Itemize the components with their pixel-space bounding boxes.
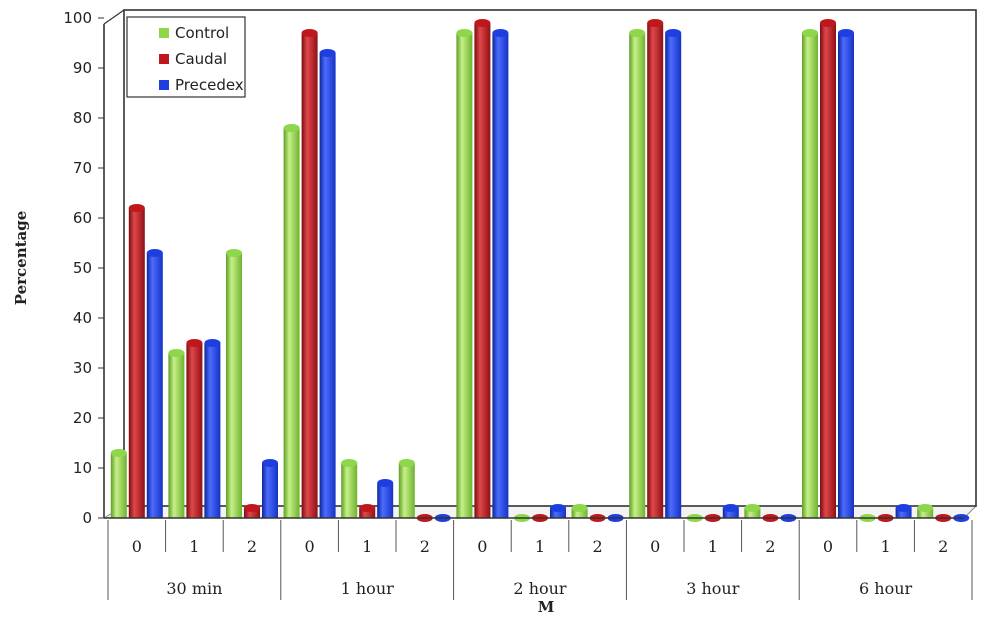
bar-control xyxy=(744,504,761,518)
bar-control xyxy=(168,349,185,518)
bar-control xyxy=(283,124,300,518)
y-tick-label: 50 xyxy=(73,259,92,277)
y-tick-label: 90 xyxy=(73,59,92,77)
bar-precedex xyxy=(319,49,336,518)
x-axis: 0 1 2 0 1 2 0 1 2 0 1 2 0 1 2 30 min 1 hour 2 hour 3 hour 6… xyxy=(104,517,973,600)
y-tick-label: 40 xyxy=(73,309,92,327)
bar-precedex xyxy=(550,504,566,518)
bar-precedex xyxy=(146,249,163,518)
x-tick-label: 2 xyxy=(593,537,603,556)
y-axis-ticks: 0 10 20 30 40 50 60 70 80 90 100 xyxy=(63,9,104,527)
bar-precedex xyxy=(492,29,509,518)
y-tick-label: 80 xyxy=(73,109,92,127)
x-tick-label: 2 xyxy=(765,537,775,556)
y-tick-label: 20 xyxy=(73,409,92,427)
bar-caudal xyxy=(647,19,664,518)
legend-label: Control xyxy=(175,24,229,42)
bar-precedex xyxy=(665,29,682,518)
group-label: 2 hour xyxy=(513,579,567,598)
y-axis-title: Percentage xyxy=(12,211,30,306)
x-tick-label: 0 xyxy=(305,537,315,556)
bar-control xyxy=(226,249,242,518)
y-tick-label: 0 xyxy=(82,509,92,527)
legend-label: Precedex xyxy=(175,76,244,94)
x-tick-label: 1 xyxy=(535,537,545,556)
group-label: 30 min xyxy=(166,579,222,598)
bar-precedex xyxy=(895,504,912,518)
x-tick-label: 0 xyxy=(132,537,142,556)
bar-caudal xyxy=(359,504,376,518)
x-tick-label: 1 xyxy=(708,537,718,556)
bar-control xyxy=(110,449,127,518)
y-tick-label: 70 xyxy=(73,159,92,177)
bar-caudal xyxy=(186,339,203,518)
group-label: 6 hour xyxy=(859,579,913,598)
legend: Control Caudal Precedex xyxy=(126,16,246,98)
y-tick-label: 30 xyxy=(73,359,92,377)
legend-swatch xyxy=(159,80,169,90)
bar-caudal xyxy=(301,29,318,518)
bar-control xyxy=(802,29,818,518)
bar-control xyxy=(629,29,646,518)
bar-caudal xyxy=(244,504,260,518)
bar-control xyxy=(341,459,358,518)
x-axis-title: M xyxy=(538,598,555,616)
bar-precedex xyxy=(204,339,221,518)
y-tick-label: 10 xyxy=(73,459,92,477)
x-tick-label: 0 xyxy=(650,537,660,556)
x-tick-label: 1 xyxy=(189,537,199,556)
bar-precedex xyxy=(722,504,739,518)
x-tick-label: 1 xyxy=(881,537,891,556)
legend-swatch xyxy=(159,28,169,38)
legend-box xyxy=(126,16,246,98)
x-tick-label: 0 xyxy=(823,537,833,556)
group-label: 3 hour xyxy=(686,579,740,598)
bar-control xyxy=(456,29,473,518)
legend-label: Caudal xyxy=(175,50,227,68)
bar-precedex xyxy=(377,479,394,518)
bar-control xyxy=(571,504,588,518)
group-label: 1 hour xyxy=(341,579,395,598)
y-tick-label: 100 xyxy=(63,9,92,27)
bars xyxy=(110,19,970,522)
bar-precedex xyxy=(838,29,854,518)
legend-swatch xyxy=(159,54,169,64)
bar-precedex xyxy=(262,459,278,518)
x-tick-label: 2 xyxy=(938,537,948,556)
plot-backwall xyxy=(123,9,977,507)
bar-caudal xyxy=(474,19,491,518)
x-tick-label: 2 xyxy=(247,537,257,556)
x-tick-label: 0 xyxy=(477,537,487,556)
x-tick-label: 2 xyxy=(420,537,430,556)
bar-control xyxy=(917,504,934,518)
y-tick-label: 60 xyxy=(73,209,92,227)
bar-control xyxy=(398,459,415,518)
x-tick-label: 1 xyxy=(362,537,372,556)
bar-caudal xyxy=(820,19,836,518)
frame-edge xyxy=(103,9,125,25)
bar-caudal xyxy=(128,204,145,518)
